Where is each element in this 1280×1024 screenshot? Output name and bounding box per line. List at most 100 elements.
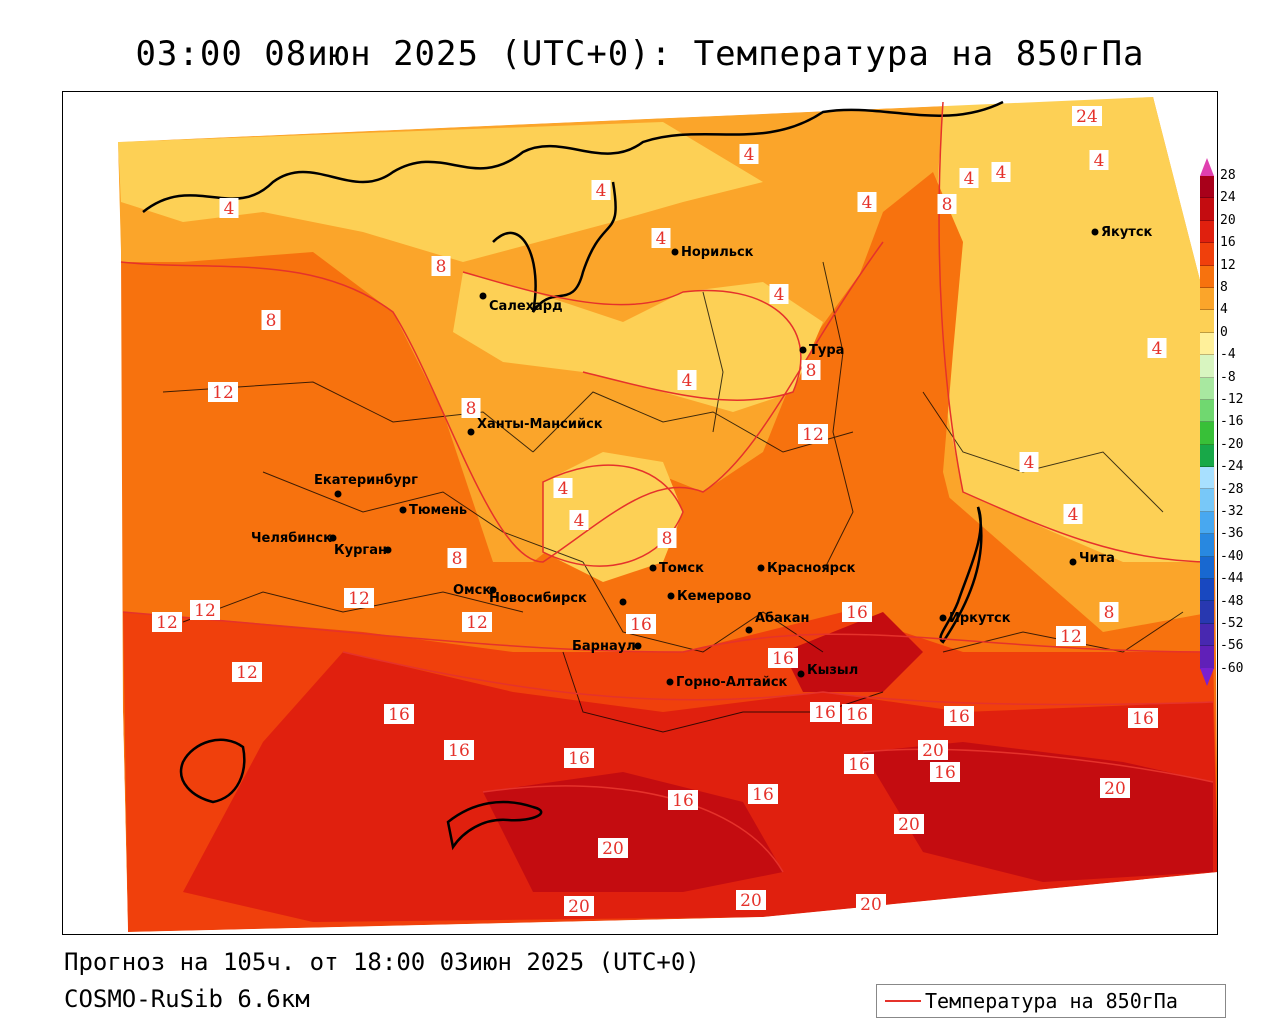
isotherm-label-box xyxy=(564,896,594,916)
scale-tick-label: -4 xyxy=(1220,347,1236,363)
isotherm-label-box xyxy=(461,398,481,418)
field-region-0-4-center xyxy=(543,452,683,582)
city-marker[interactable] xyxy=(634,642,642,650)
city-marker[interactable] xyxy=(1091,228,1099,236)
isotherm-label-box xyxy=(937,194,957,214)
scale-swatch xyxy=(1200,467,1214,490)
scale-swatch xyxy=(1200,310,1214,333)
scale-swatch xyxy=(1200,220,1214,244)
map-panel[interactable]: 0444444444444444888888881212121212121212… xyxy=(62,91,1218,935)
isotherm-label: 8 xyxy=(1104,603,1115,623)
forecast-info: Прогноз на 105ч. от 18:00 03июн 2025 (UT… xyxy=(64,948,700,976)
city-label: Иркутск xyxy=(949,611,1011,626)
isotherm-label: 12 xyxy=(466,613,488,633)
city-marker[interactable] xyxy=(329,534,337,542)
isotherm-label: 20 xyxy=(922,741,944,761)
scale-tick-label: -52 xyxy=(1220,616,1244,631)
isotherm-label-box xyxy=(190,600,220,620)
city-marker[interactable] xyxy=(939,614,947,622)
city-marker[interactable] xyxy=(1069,558,1077,566)
city-label: Чита xyxy=(1079,551,1115,566)
scale-tick-label: -12 xyxy=(1220,392,1244,407)
scale-swatch xyxy=(1200,444,1214,468)
isotherm-label-box xyxy=(668,790,698,810)
isotherm-label: 12 xyxy=(348,589,370,609)
city-marker[interactable] xyxy=(799,346,807,354)
isotherm-label: 12 xyxy=(802,425,824,445)
city-marker[interactable] xyxy=(489,586,497,594)
city-label: Кызыл xyxy=(807,663,858,678)
scale-tick-label: -36 xyxy=(1220,526,1244,542)
isotherm-label-group: 0444444444444444888888881212121212121212… xyxy=(152,106,1167,917)
city-label: Тюмень xyxy=(409,503,467,518)
isotherm-label-box xyxy=(1099,602,1119,622)
city-marker[interactable] xyxy=(745,626,753,634)
scale-swatch xyxy=(1200,377,1214,400)
aral-sea xyxy=(180,738,246,804)
isotherm-label-box xyxy=(798,424,828,444)
city-label: Якутск xyxy=(1101,225,1153,240)
isotherm-label-box xyxy=(444,740,474,760)
isotherm-label: 16 xyxy=(772,649,794,669)
isotherm-label-box xyxy=(651,228,671,248)
scale-swatch xyxy=(1200,489,1214,512)
city-label: Горно-Алтайск xyxy=(676,675,788,690)
isotherm-label: 8 xyxy=(436,257,447,277)
isotherm-label-box xyxy=(152,612,182,632)
scale-swatch xyxy=(1200,579,1214,602)
isotherm-label: 4 xyxy=(682,371,693,391)
city-marker[interactable] xyxy=(649,564,657,572)
isotherm-label-box xyxy=(810,702,840,722)
city-marker[interactable] xyxy=(384,546,392,554)
city-marker[interactable] xyxy=(666,678,674,686)
city-marker[interactable] xyxy=(479,292,487,300)
scale-tick-label: -44 xyxy=(1220,571,1244,587)
isotherm-label-box xyxy=(944,706,974,726)
isotherm-label-box xyxy=(344,588,374,608)
isotherm-label-box xyxy=(261,310,281,330)
isotherm-label: 16 xyxy=(846,603,868,623)
temperature-map[interactable]: 0444444444444444888888881212121212121212… xyxy=(63,92,1218,935)
yamal-coast xyxy=(492,181,617,313)
scale-tick-label: -28 xyxy=(1220,481,1244,497)
isotherm-label: 4 xyxy=(774,285,785,305)
city-marker[interactable] xyxy=(467,428,475,436)
city-marker[interactable] xyxy=(667,592,675,600)
scale-tick-label: 0 xyxy=(1220,324,1228,340)
field-region-8-12-east xyxy=(853,172,963,572)
city-marker[interactable] xyxy=(334,490,342,498)
isotherm-label: 16 xyxy=(1132,709,1154,729)
city-marker[interactable] xyxy=(619,598,627,606)
scale-swatch xyxy=(1200,265,1214,288)
scale-swatch xyxy=(1200,399,1214,423)
city-label: Курган xyxy=(334,543,387,558)
city-marker[interactable] xyxy=(797,670,805,678)
city-label: Челябинск xyxy=(251,531,332,546)
isotherm-label: 16 xyxy=(672,791,694,811)
field-region-24-c xyxy=(783,612,923,692)
isotherm-label: 8 xyxy=(806,361,817,381)
city-marker[interactable] xyxy=(757,564,765,572)
baikal-lake xyxy=(939,506,983,644)
isotherm-label-box xyxy=(462,612,492,632)
isotherm-label-box xyxy=(842,704,872,724)
isotherm-label: 8 xyxy=(452,549,463,569)
city-marker[interactable] xyxy=(399,506,407,514)
isotherm-label-box xyxy=(598,838,628,858)
city-marker[interactable] xyxy=(671,248,679,256)
city-label: Омск xyxy=(453,583,491,598)
scale-tick-label: -40 xyxy=(1220,548,1244,564)
scale-swatch xyxy=(1200,623,1214,647)
isotherm-label: 20 xyxy=(898,815,920,835)
isotherm-label-box xyxy=(232,662,262,682)
isotherm-label: 4 xyxy=(558,479,569,499)
city-label: Ханты-Мансийск xyxy=(477,417,603,432)
field-region-24-a xyxy=(483,772,783,892)
city-label: Абакан xyxy=(755,611,810,626)
isotherm-label: 12 xyxy=(1060,627,1082,647)
isotherm-label-box xyxy=(736,890,766,910)
isotherm-label-box xyxy=(208,382,238,402)
scale-swatch xyxy=(1200,646,1214,669)
isotherm-label: 4 xyxy=(964,169,975,189)
scale-swatch xyxy=(1200,176,1214,199)
